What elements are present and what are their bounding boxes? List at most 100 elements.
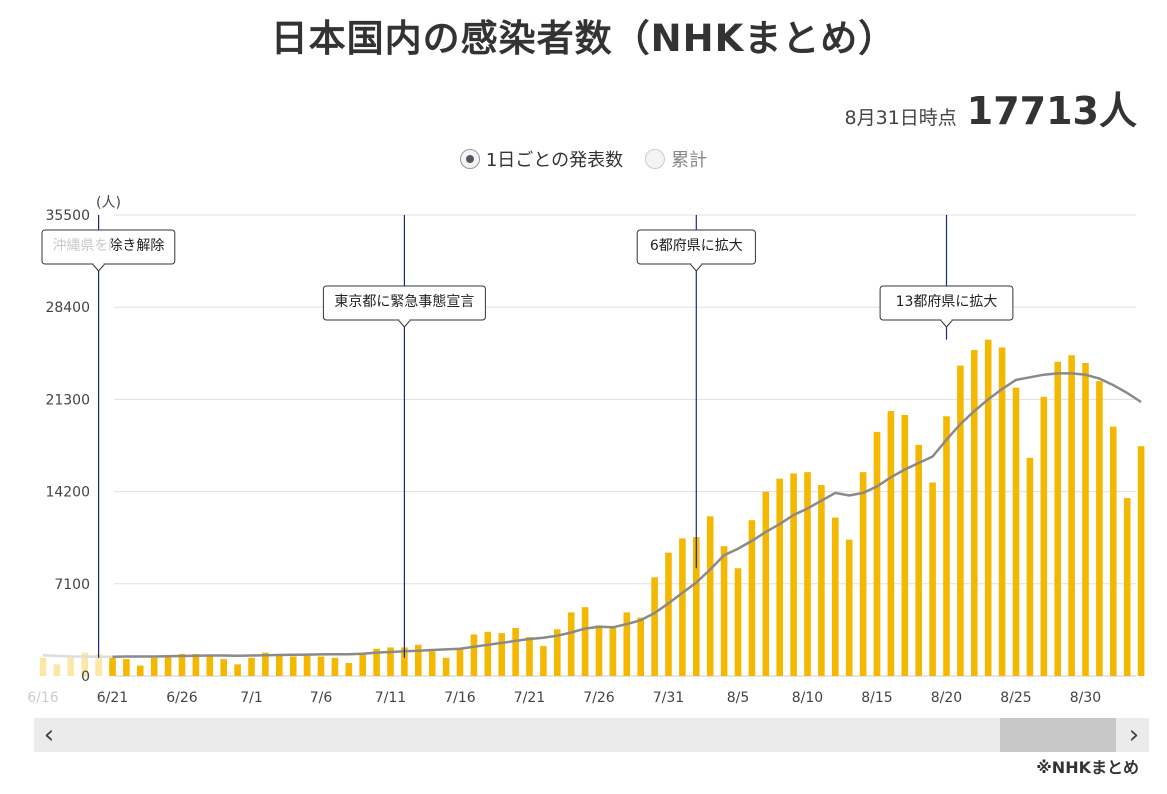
x-tick-label: 7/26: [583, 690, 615, 706]
event-label-pointer: [689, 263, 704, 272]
source-credit: ※NHKまとめ: [1036, 758, 1139, 777]
daily-option[interactable]: 1日ごとの発表数: [459, 146, 623, 172]
x-tick-label: 6/26: [166, 690, 198, 706]
total-count: 17713人: [966, 89, 1137, 133]
event-annotations: 沖縄県を除き解除東京都に緊急事態宣言 6都府県に拡大 13都府県に拡大: [41, 215, 1014, 658]
x-tick-label: 7/31: [653, 690, 684, 706]
daily-bar: [289, 656, 297, 676]
daily-bar: [832, 517, 839, 676]
scroll-left-arrow-icon[interactable]: ‹: [43, 720, 55, 750]
daily-bar: [859, 472, 867, 676]
daily-bar: [95, 653, 102, 676]
cumulative-option[interactable]: 累計: [645, 146, 707, 172]
x-tick-label: 7/21: [514, 690, 545, 706]
y-tick-label: 21300: [45, 392, 90, 408]
daily-bar: [1054, 361, 1061, 676]
daily-bar: [220, 659, 227, 676]
daily-bar: [915, 444, 922, 676]
event-label-pointer: [397, 319, 412, 328]
event-label-pointer: [939, 319, 954, 328]
x-tick-label: 7/6: [310, 690, 333, 706]
daily-bar: [1068, 355, 1075, 676]
daily-bar: [512, 627, 519, 676]
daily-bar: [150, 657, 158, 676]
x-tick-label: 8/25: [1000, 690, 1031, 706]
view-toggle: 1日ごとの発表数 累計: [0, 146, 1167, 172]
scrollbar-thumb[interactable]: [1000, 718, 1116, 752]
x-tick-label: 8/5: [727, 690, 750, 706]
average-line-faded: [42, 653, 113, 659]
daily-bar: [359, 653, 366, 676]
daily-bar: [526, 637, 533, 676]
daily-radio-icon[interactable]: [459, 149, 480, 169]
daily-bar: [387, 647, 394, 676]
event-label-pointer: [91, 263, 106, 272]
daily-cases-chart: 沖縄県を除き解除東京都に緊急事態宣言 6都府県に拡大 13都府県に拡大 (人) 0 7…: [27, 195, 1145, 706]
event-label-fade: [43, 231, 111, 263]
scroll-right-arrow-icon[interactable]: ›: [1128, 720, 1140, 750]
daily-bar: [248, 657, 255, 676]
daily-bar: [693, 537, 700, 676]
daily-bar: [456, 648, 464, 676]
daily-bar: [137, 665, 144, 676]
daily-bar: [845, 539, 853, 676]
x-tick-label: 8/30: [1070, 690, 1101, 706]
y-tick-label: 14200: [45, 485, 90, 501]
daily-bar: [984, 339, 992, 676]
cumulative-option-label: 累計: [671, 150, 708, 171]
daily-bar: [317, 656, 325, 676]
cumulative-radio-icon[interactable]: [645, 149, 666, 169]
daily-bar: [53, 664, 61, 676]
daily-bar: [554, 629, 561, 676]
daily-bar: [262, 652, 269, 676]
daily-bar: [1012, 387, 1020, 676]
daily-bar: [303, 653, 311, 676]
daily-bar: [540, 646, 547, 676]
average-series: [42, 372, 1142, 659]
x-tick-label: 8/15: [861, 690, 892, 706]
daily-bar: [665, 552, 672, 676]
daily-bar: [81, 652, 88, 676]
chart-scrollbar[interactable]: ‹ ›: [34, 718, 1149, 752]
daily-bar: [748, 520, 756, 676]
average-line: [112, 372, 1142, 659]
daily-bar: [567, 612, 575, 676]
y-tick-label: 0: [81, 669, 90, 685]
daily-bar: [39, 657, 47, 676]
daily-bar: [67, 657, 75, 676]
total-summary: 8月31日時点 17713人: [845, 80, 1137, 135]
daily-bar: [123, 659, 130, 676]
daily-bar: [345, 663, 353, 676]
daily-bar: [1123, 498, 1131, 676]
daily-bar: [1040, 396, 1048, 676]
x-tick-label: 6/21: [97, 690, 128, 706]
daily-bar: [484, 631, 492, 676]
daily-bar: [679, 538, 686, 676]
daily-bar: [818, 485, 825, 676]
daily-bar: [1026, 457, 1034, 676]
event-label-text: 東京都に緊急事態宣言: [334, 294, 474, 310]
daily-bar: [470, 634, 478, 676]
daily-bar: [957, 365, 964, 676]
event-label: 6都府県に拡大: [636, 229, 756, 272]
x-tick-label: 7/1: [240, 690, 263, 706]
x-tick-label: 8/10: [792, 690, 823, 706]
x-tick-label: 7/11: [375, 690, 406, 706]
axes: (人) 0 7100 14200 21300 28400 35500 6/16 6/21 6/2…: [27, 195, 1101, 706]
daily-bar: [192, 653, 200, 676]
daily-bar: [164, 655, 172, 676]
y-tick-label: 35500: [45, 208, 90, 224]
daily-bar: [276, 655, 283, 676]
as-of-label: 8月31日時点: [844, 107, 957, 129]
daily-bar: [1137, 446, 1145, 676]
event-label: 13都府県に拡大: [879, 285, 1014, 328]
event-label-text: 6都府県に拡大: [650, 238, 743, 254]
daily-bar: [971, 350, 978, 676]
daily-bar: [428, 651, 436, 676]
daily-bar: [887, 411, 895, 676]
daily-bar: [706, 516, 714, 676]
y-axis-unit: (人): [96, 195, 121, 211]
daily-bar: [109, 656, 116, 676]
daily-bar: [651, 577, 658, 676]
daily-bar: [998, 347, 1006, 676]
